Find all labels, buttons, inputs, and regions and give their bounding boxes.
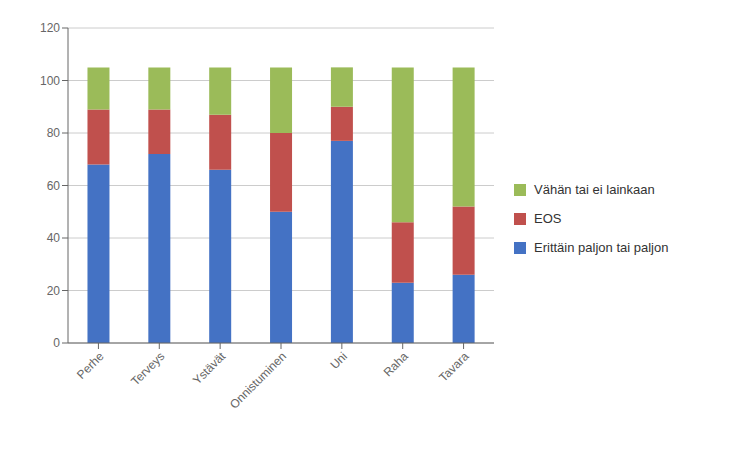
svg-text:40: 40	[47, 231, 61, 245]
svg-text:120: 120	[40, 21, 60, 35]
svg-text:Terveys: Terveys	[128, 349, 167, 388]
html-text:Vähän tai ei lainkaan: Vähän tai ei lainkaan	[534, 182, 655, 197]
svg-text:Perhe: Perhe	[74, 349, 107, 382]
svg-text:100: 100	[40, 74, 60, 88]
html-text:EOS: EOS	[534, 211, 562, 226]
svg-text:80: 80	[47, 126, 61, 140]
svg-text:Uni: Uni	[327, 349, 350, 372]
svg-text:Tavara: Tavara	[436, 349, 472, 385]
svg-text:20: 20	[47, 284, 61, 298]
svg-text:60: 60	[47, 179, 61, 193]
svg-text:0: 0	[53, 336, 60, 350]
svg-text:Onnistuminen: Onnistuminen	[227, 349, 289, 411]
html-text:Erittäin paljon tai paljon: Erittäin paljon tai paljon	[534, 240, 669, 255]
svg-text:Raha: Raha	[381, 349, 411, 379]
svg-text:Ystävät: Ystävät	[190, 349, 229, 388]
